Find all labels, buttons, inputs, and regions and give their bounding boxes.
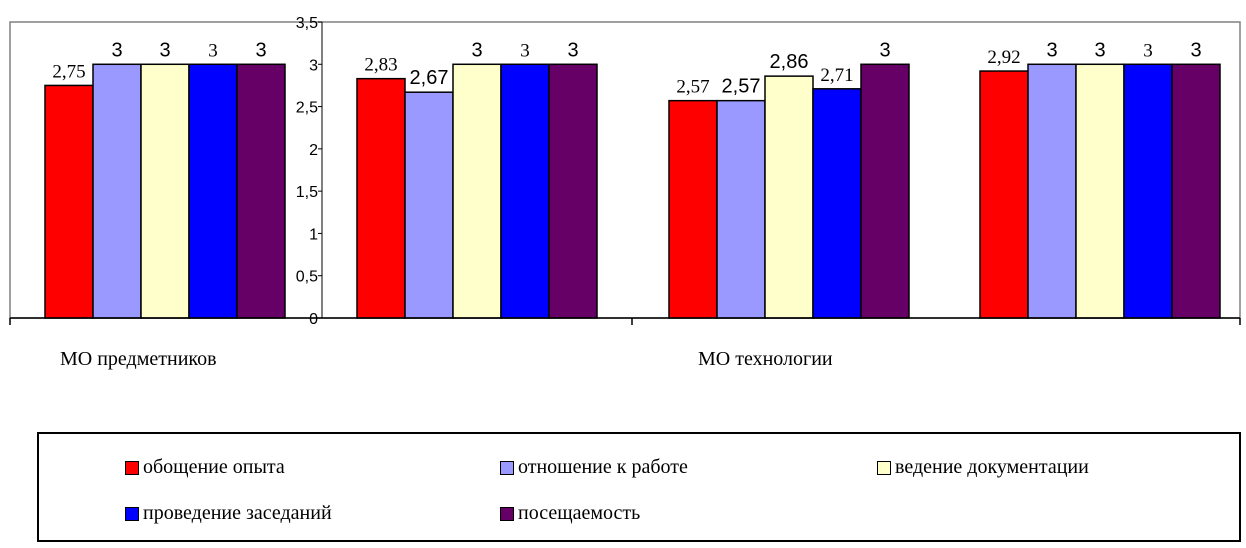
legend-swatch-3 — [125, 506, 139, 521]
y-tick-label-1: 0,5 — [296, 269, 318, 286]
data-label-g3-s0: 2,92 — [987, 47, 1020, 68]
data-label-g2-s2: 2,86 — [770, 51, 809, 73]
bar-g2-s1 — [716, 99, 766, 319]
data-label-g3-s4: 3 — [1190, 39, 1201, 61]
legend-item-3: проведение заседаний — [125, 502, 332, 525]
legend-item-1: отношение к работе — [500, 456, 688, 479]
y-tick-label-7: 3,5 — [296, 15, 318, 32]
bar-g1-s1 — [404, 91, 454, 319]
bar-g0-s0 — [44, 84, 94, 319]
legend-item-2: ведение документации — [877, 456, 1089, 479]
legend-item-0: обощение опыта — [125, 456, 285, 479]
bar-g1-s2 — [452, 63, 502, 319]
x-category-label-1: МО технологии — [698, 348, 833, 370]
data-label-g2-s3: 2,71 — [820, 65, 853, 86]
bar-g2-s4 — [860, 63, 910, 319]
bar-g3-s3 — [1123, 63, 1173, 319]
bar-g0-s4 — [236, 63, 286, 319]
y-tick-label-2: 1 — [309, 226, 318, 243]
bar-g1-s3 — [500, 63, 550, 319]
bar-g0-s3 — [188, 63, 238, 319]
data-label-g0-s2: 3 — [159, 39, 170, 61]
data-label-g0-s4: 3 — [255, 39, 266, 61]
bar-g2-s0 — [668, 99, 718, 319]
data-label-g2-s1: 2,57 — [722, 76, 761, 98]
data-label-g1-s3: 3 — [520, 40, 530, 61]
y-tick-label-6: 3 — [309, 57, 318, 74]
bar-g0-s1 — [92, 63, 142, 319]
bar-g3-s1 — [1027, 63, 1077, 319]
y-tick-label-4: 2 — [309, 142, 318, 159]
data-label-g0-s1: 3 — [111, 39, 122, 61]
data-label-g1-s1: 2,67 — [410, 67, 449, 89]
chart-legend: обощение опыта отношение к работе ведени… — [37, 432, 1241, 542]
x-category-label-0: МО предметников — [60, 348, 217, 370]
bar-g3-s0 — [979, 70, 1029, 319]
legend-label-0: обощение опыта — [143, 456, 285, 478]
data-label-g1-s4: 3 — [567, 39, 578, 61]
data-label-g0-s0: 2,75 — [52, 61, 85, 82]
y-tick-label-0: 0 — [309, 311, 318, 328]
bar-g2-s2 — [764, 75, 814, 319]
bar-g1-s0 — [356, 77, 406, 319]
bar-chart: 0 0,5 1 1,5 2 2,5 3 3,5 МО предметников МО технол… — [9, 15, 1241, 370]
data-label-g2-s4: 3 — [879, 39, 890, 61]
data-label-g2-s0: 2,57 — [676, 77, 709, 98]
data-label-g1-s0: 2,83 — [364, 55, 397, 76]
bar-g1-s4 — [548, 63, 598, 319]
y-tick-label-5: 2,5 — [296, 100, 318, 117]
y-tick-label-3: 1,5 — [296, 184, 318, 201]
data-label-g0-s3: 3 — [208, 40, 218, 61]
legend-label-4: посещаемость — [518, 502, 641, 524]
data-label-g3-s3: 3 — [1143, 40, 1153, 61]
legend-swatch-0 — [125, 460, 139, 475]
data-label-g3-s2: 3 — [1094, 39, 1105, 61]
legend-swatch-1 — [500, 460, 514, 475]
data-label-g3-s1: 3 — [1046, 39, 1057, 61]
bar-g3-s2 — [1075, 63, 1125, 319]
legend-label-2: ведение документации — [895, 456, 1089, 478]
legend-swatch-4 — [500, 506, 514, 521]
bar-g3-s4 — [1171, 63, 1221, 319]
legend-label-1: отношение к работе — [518, 456, 688, 478]
legend-label-3: проведение заседаний — [143, 502, 332, 524]
bar-g2-s3 — [812, 88, 862, 319]
data-label-g1-s2: 3 — [471, 39, 482, 61]
legend-item-4: посещаемость — [500, 502, 640, 525]
bar-g0-s2 — [140, 63, 190, 319]
legend-swatch-2 — [877, 460, 891, 475]
